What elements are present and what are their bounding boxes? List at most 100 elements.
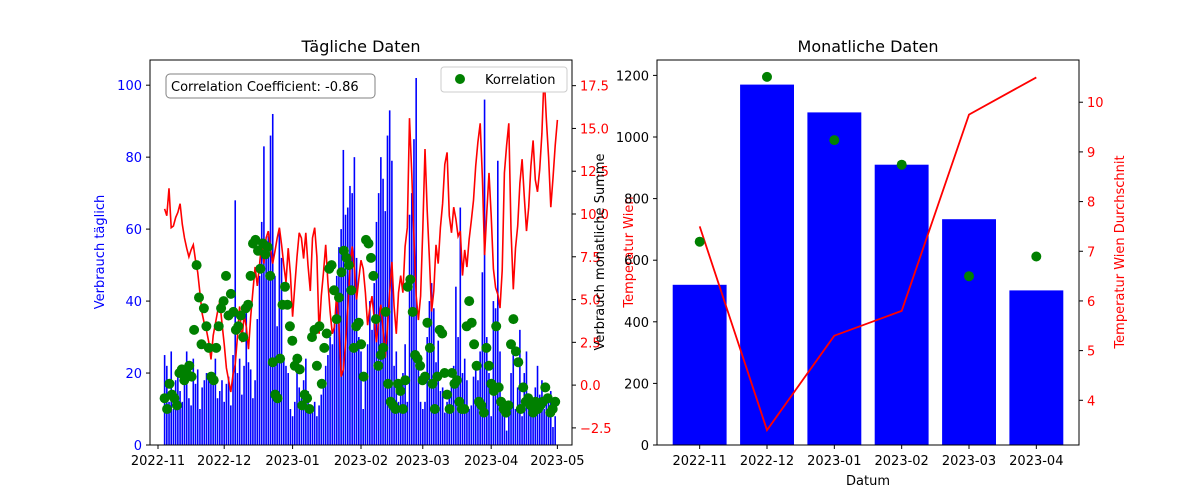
daily-bar: [543, 409, 545, 445]
daily-bar: [541, 380, 543, 445]
daily-scatter-point: [280, 281, 290, 292]
daily-bar: [428, 301, 431, 445]
daily-bar: [404, 344, 406, 445]
daily-bar: [421, 409, 424, 445]
daily-bar: [223, 401, 225, 445]
daily-bar: [269, 135, 272, 445]
daily-bar: [212, 373, 214, 445]
daily-bar: [192, 358, 195, 445]
daily-scatter-point: [493, 382, 504, 393]
daily-bar: [203, 380, 206, 445]
daily-x-tick-label: 2022-11: [131, 454, 185, 469]
daily-bar: [413, 139, 415, 445]
daily-left-y-tick-label: 80: [125, 151, 142, 166]
daily-scatter-point: [444, 404, 455, 414]
daily-bar: [256, 319, 259, 445]
daily-bar: [408, 214, 411, 445]
monthly-x-tick-label: 2022-11: [673, 454, 727, 469]
daily-scatter-point: [397, 404, 408, 414]
monthly-chart: Monatliche Daten 2022-11 2022-12 2023-01 20…: [593, 37, 1128, 489]
daily-scatter-point: [471, 360, 482, 371]
daily-scatter-point: [358, 371, 369, 382]
monthly-left-y-tick-label: 600: [624, 254, 649, 269]
daily-legend: Korrelation: [440, 66, 568, 93]
daily-scatter-point: [184, 360, 195, 371]
daily-bar: [254, 380, 256, 445]
daily-scatter-point: [329, 285, 340, 296]
daily-bar: [276, 326, 278, 445]
monthly-right-y-tick-label: 6: [1087, 295, 1095, 310]
daily-scatter-point: [491, 321, 502, 332]
daily-right-y-tick-label: 17.5: [580, 80, 609, 95]
daily-scatter-point: [287, 335, 298, 346]
daily-temperature-line: [163, 73, 559, 393]
daily-bar: [485, 337, 488, 445]
daily-bar: [188, 398, 190, 445]
monthly-scatter-point: [896, 159, 907, 170]
daily-right-y-tick-label: 2.5: [580, 336, 601, 351]
daily-bar: [472, 376, 475, 445]
daily-chart-title: Tägliche Daten: [300, 37, 420, 56]
daily-scatter-point: [439, 368, 450, 378]
daily-bar: [316, 416, 318, 445]
daily-scatter-point: [336, 267, 347, 278]
daily-right-y-tick-label: 12.5: [580, 165, 609, 180]
daily-bar: [516, 387, 519, 445]
daily-right-y-tick-label: 10.0: [580, 208, 609, 223]
daily-scatter-point: [515, 404, 526, 414]
daily-bar: [249, 369, 252, 445]
daily-bar: [470, 405, 473, 445]
daily-bar: [386, 135, 389, 445]
annotation-text: Correlation Coefficient: -0.86: [171, 80, 359, 95]
daily-bar: [294, 401, 296, 445]
daily-scatter-point: [447, 368, 457, 378]
daily-bar: [289, 409, 292, 445]
daily-bar: [243, 365, 245, 445]
daily-bar: [205, 373, 208, 445]
monthly-right-y-tick-label: 4: [1087, 394, 1095, 409]
daily-bar: [309, 409, 312, 445]
daily-scatter-point: [265, 270, 276, 281]
daily-bar: [225, 383, 228, 445]
monthly-left-y-axis: 0 200 400 600 800 1000 1200: [616, 69, 657, 454]
daily-bar: [340, 229, 342, 445]
daily-bar: [168, 401, 170, 445]
daily-scatter-point: [422, 317, 433, 328]
monthly-left-y-label: Verbrauch monatliche Summe: [593, 153, 608, 350]
monthly-x-tick-label: 2023-03: [942, 454, 996, 469]
daily-bar: [497, 160, 499, 445]
daily-bar: [267, 236, 270, 445]
daily-bar: [554, 416, 556, 445]
daily-bar: [527, 409, 530, 445]
annotation-box: [165, 73, 376, 99]
daily-scatter-point: [331, 314, 342, 325]
daily-bar: [552, 427, 554, 445]
daily-bar: [230, 405, 232, 445]
daily-bar: [481, 272, 484, 445]
daily-bar: [508, 401, 510, 445]
daily-bar: [446, 401, 448, 445]
daily-bar: [236, 373, 239, 445]
daily-scatter-point: [373, 360, 384, 371]
daily-scatter-point: [208, 375, 219, 386]
legend-label: Korrelation: [485, 73, 555, 88]
monthly-chart-title: Monatliche Daten: [798, 37, 939, 56]
daily-bar: [435, 362, 437, 445]
daily-scatter-point: [415, 360, 426, 371]
daily-chart: Tägliche Daten 2022-11 2022-12 2023-01 2023…: [93, 37, 637, 469]
daily-bar: [375, 221, 378, 445]
daily-bar: [238, 358, 241, 445]
daily-x-tick-label: 2023-04: [464, 454, 518, 469]
monthly-scatter-point: [964, 271, 974, 282]
daily-left-y-axis: 0 20 40 60 80 100: [117, 79, 150, 454]
daily-scatter-point: [442, 389, 453, 400]
daily-bar: [430, 283, 433, 445]
daily-scatter-point: [314, 321, 325, 332]
monthly-right-y-tick-label: 9: [1087, 146, 1095, 161]
daily-bar: [512, 355, 515, 445]
daily-left-y-tick-label: 0: [134, 439, 142, 454]
daily-bar: [417, 365, 420, 445]
daily-scatter-point: [370, 314, 381, 325]
daily-scatter-point: [186, 371, 197, 382]
